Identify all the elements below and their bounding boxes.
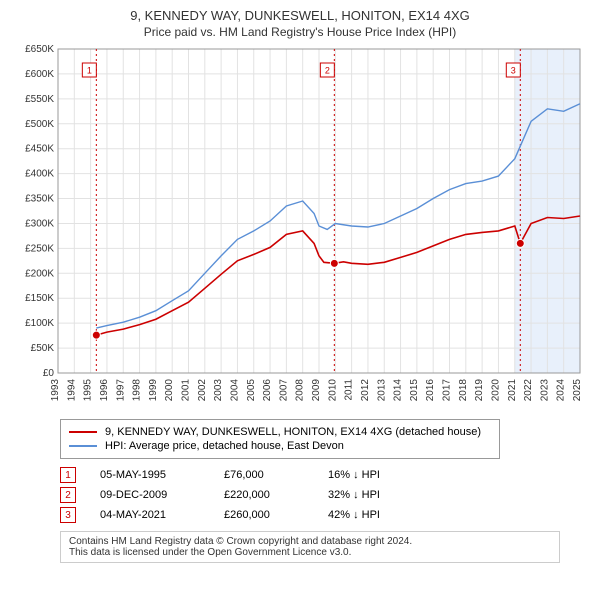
ytick-label: £400K <box>25 169 54 180</box>
xtick-label: 2008 <box>295 379 306 402</box>
event-price: £260,000 <box>224 509 304 521</box>
xtick-label: 1995 <box>83 379 94 402</box>
event-price: £220,000 <box>224 489 304 501</box>
ytick-label: £450K <box>25 144 54 155</box>
xtick-label: 2002 <box>197 379 208 402</box>
xtick-label: 2016 <box>425 379 436 402</box>
chart-title: 9, KENNEDY WAY, DUNKESWELL, HONITON, EX1… <box>12 8 588 23</box>
event-row: 3 04-MAY-2021 £260,000 42% ↓ HPI <box>60 507 588 523</box>
chart-container: 9, KENNEDY WAY, DUNKESWELL, HONITON, EX1… <box>0 0 600 590</box>
xtick-label: 2018 <box>458 379 469 402</box>
xtick-label: 2005 <box>246 379 257 402</box>
ytick-label: £600K <box>25 69 54 80</box>
legend-row: 9, KENNEDY WAY, DUNKESWELL, HONITON, EX1… <box>69 426 491 438</box>
xtick-label: 1997 <box>115 379 126 402</box>
event-num-box: 2 <box>60 487 76 503</box>
footer-box: Contains HM Land Registry data © Crown c… <box>60 531 560 563</box>
footer-line2: This data is licensed under the Open Gov… <box>69 547 551 558</box>
xtick-label: 1994 <box>66 379 77 402</box>
xtick-label: 2010 <box>327 379 338 402</box>
xtick-label: 2025 <box>572 379 583 402</box>
xtick-label: 1996 <box>99 379 110 402</box>
event-delta: 16% ↓ HPI <box>328 469 418 481</box>
xtick-label: 2014 <box>393 379 404 402</box>
legend-label: HPI: Average price, detached house, East… <box>105 440 344 452</box>
xtick-label: 2020 <box>490 379 501 402</box>
event-date: 05-MAY-1995 <box>100 469 200 481</box>
event-marker-num: 1 <box>87 65 92 75</box>
xtick-label: 1999 <box>148 379 159 402</box>
legend-swatch <box>69 445 97 447</box>
ytick-label: £50K <box>31 343 55 354</box>
xtick-label: 1998 <box>132 379 143 402</box>
xtick-label: 2022 <box>523 379 534 402</box>
xtick-label: 2011 <box>344 379 355 401</box>
event-num-box: 1 <box>60 467 76 483</box>
events-table: 1 05-MAY-1995 £76,000 16% ↓ HPI 2 09-DEC-2009… <box>60 467 588 523</box>
xtick-label: 2023 <box>539 379 550 402</box>
chart-titles: 9, KENNEDY WAY, DUNKESWELL, HONITON, EX1… <box>12 8 588 39</box>
xtick-label: 2019 <box>474 379 485 402</box>
xtick-label: 2000 <box>164 379 175 402</box>
series-line <box>96 216 580 335</box>
footer-line1: Contains HM Land Registry data © Crown c… <box>69 536 551 547</box>
xtick-label: 2024 <box>556 379 567 402</box>
price-dot <box>330 259 338 267</box>
xtick-label: 2007 <box>278 379 289 402</box>
xtick-label: 2015 <box>409 379 420 402</box>
event-price: £76,000 <box>224 469 304 481</box>
event-row: 1 05-MAY-1995 £76,000 16% ↓ HPI <box>60 467 588 483</box>
price-dot <box>516 239 524 247</box>
event-marker-num: 2 <box>325 65 330 75</box>
xtick-label: 2021 <box>507 379 518 402</box>
ytick-label: £550K <box>25 94 54 105</box>
xtick-label: 2017 <box>442 379 453 402</box>
legend-label: 9, KENNEDY WAY, DUNKESWELL, HONITON, EX1… <box>105 426 481 438</box>
xtick-label: 2004 <box>229 379 240 402</box>
xtick-label: 2009 <box>311 379 322 402</box>
xtick-label: 2006 <box>262 379 273 402</box>
event-date: 04-MAY-2021 <box>100 509 200 521</box>
event-num-box: 3 <box>60 507 76 523</box>
ytick-label: £650K <box>25 44 54 55</box>
ytick-label: £350K <box>25 194 54 205</box>
legend-row: HPI: Average price, detached house, East… <box>69 440 491 452</box>
xtick-label: 1993 <box>50 379 61 402</box>
xtick-label: 2001 <box>181 379 192 402</box>
xtick-label: 2003 <box>213 379 224 402</box>
ytick-label: £300K <box>25 218 54 229</box>
ytick-label: £500K <box>25 119 54 130</box>
ytick-label: £100K <box>25 318 54 329</box>
ytick-label: £150K <box>25 293 54 304</box>
ytick-label: £0 <box>43 368 55 379</box>
legend-box: 9, KENNEDY WAY, DUNKESWELL, HONITON, EX1… <box>60 419 500 459</box>
ytick-label: £200K <box>25 268 54 279</box>
ytick-label: £250K <box>25 243 54 254</box>
event-marker-num: 3 <box>511 65 516 75</box>
event-row: 2 09-DEC-2009 £220,000 32% ↓ HPI <box>60 487 588 503</box>
chart-area: £0 £50K £100K £150K £200K £250K £300K £350K £400… <box>12 43 588 413</box>
chart-svg: £0 £50K £100K £150K £200K £250K £300K £350K £400… <box>12 43 588 413</box>
event-delta: 42% ↓ HPI <box>328 509 418 521</box>
price-dot <box>92 331 100 339</box>
chart-subtitle: Price paid vs. HM Land Registry's House … <box>12 25 588 39</box>
xtick-label: 2012 <box>360 379 371 402</box>
legend-swatch <box>69 431 97 433</box>
event-delta: 32% ↓ HPI <box>328 489 418 501</box>
event-date: 09-DEC-2009 <box>100 489 200 501</box>
series-line <box>96 104 580 328</box>
xtick-label: 2013 <box>376 379 387 402</box>
